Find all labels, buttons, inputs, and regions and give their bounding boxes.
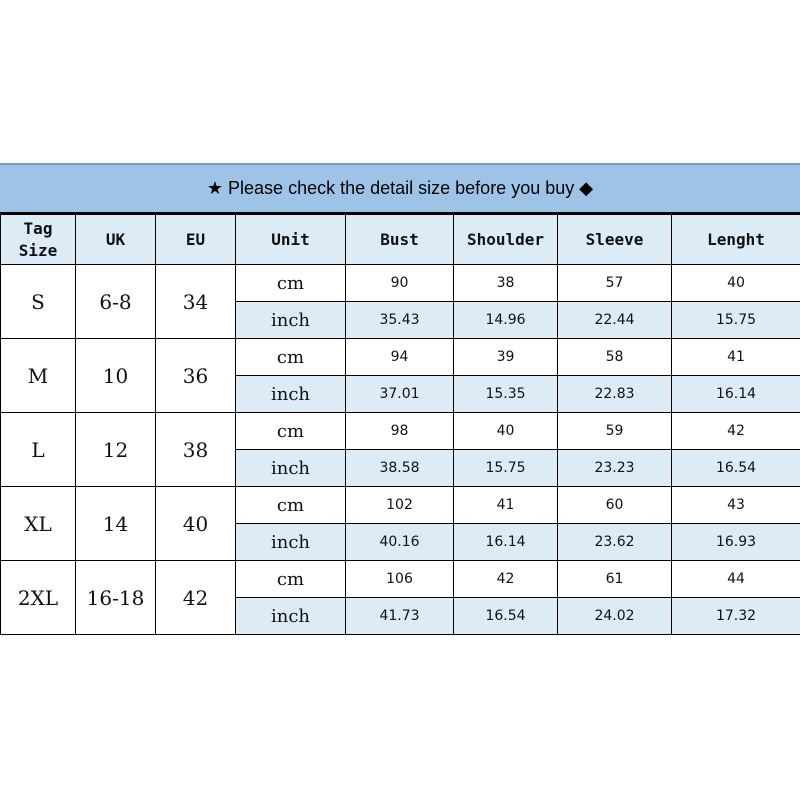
header-shoulder: Shoulder	[453, 214, 558, 265]
tag-size-cell: XL	[0, 486, 76, 561]
unit-cell: inch	[235, 523, 346, 561]
unit-cell: inch	[235, 375, 346, 413]
table-row-cm: S 6-8 34 cm 90 38 57 40	[0, 264, 800, 339]
eu-size-cell: 38	[155, 412, 236, 487]
header-sleeve: Sleeve	[557, 214, 672, 265]
header-bust: Bust	[345, 214, 454, 265]
table-row-cm: M 10 36 cm 94 39 58 41	[0, 338, 800, 413]
bust-cell: 38.58	[345, 449, 454, 487]
tag-size-cell: S	[0, 264, 76, 339]
size-table: Tag Size UK EU Unit Bust Shoulder Sleeve…	[0, 214, 800, 635]
sleeve-cell: 59	[557, 412, 672, 450]
bust-cell: 94	[345, 338, 454, 376]
bust-cell: 35.43	[345, 301, 454, 339]
length-cell: 40	[671, 264, 800, 302]
sleeve-cell: 58	[557, 338, 672, 376]
shoulder-cell: 39	[453, 338, 558, 376]
sleeve-cell: 60	[557, 486, 672, 524]
unit-cell: inch	[235, 597, 346, 635]
sleeve-cell: 22.83	[557, 375, 672, 413]
table-row-cm: L 12 38 cm 98 40 59 42	[0, 412, 800, 487]
shoulder-cell: 14.96	[453, 301, 558, 339]
shoulder-cell: 40	[453, 412, 558, 450]
shoulder-cell: 15.35	[453, 375, 558, 413]
uk-size-cell: 10	[75, 338, 156, 413]
shoulder-cell: 42	[453, 560, 558, 598]
bust-cell: 40.16	[345, 523, 454, 561]
table-row-inch: inch 38.58 15.75 23.23 16.54	[1, 449, 800, 487]
tag-size-cell: 2XL	[0, 560, 76, 635]
bust-cell: 41.73	[345, 597, 454, 635]
sleeve-cell: 57	[557, 264, 672, 302]
length-cell: 44	[671, 560, 800, 598]
length-cell: 17.32	[671, 597, 800, 635]
uk-size-cell: 14	[75, 486, 156, 561]
sleeve-cell: 23.23	[557, 449, 672, 487]
header-eu: EU	[155, 214, 236, 265]
table-row-inch: inch 35.43 14.96 22.44 15.75	[1, 301, 800, 339]
shoulder-cell: 16.14	[453, 523, 558, 561]
bust-cell: 37.01	[345, 375, 454, 413]
sleeve-cell: 61	[557, 560, 672, 598]
shoulder-cell: 15.75	[453, 449, 558, 487]
length-cell: 41	[671, 338, 800, 376]
length-cell: 42	[671, 412, 800, 450]
unit-cell: cm	[235, 560, 346, 598]
length-cell: 43	[671, 486, 800, 524]
length-cell: 16.14	[671, 375, 800, 413]
header-tag-size: Tag Size	[0, 214, 76, 265]
eu-size-cell: 34	[155, 264, 236, 339]
uk-size-cell: 16-18	[75, 560, 156, 635]
eu-size-cell: 42	[155, 560, 236, 635]
unit-cell: cm	[235, 412, 346, 450]
length-cell: 16.93	[671, 523, 800, 561]
header-uk: UK	[75, 214, 156, 265]
eu-size-cell: 40	[155, 486, 236, 561]
sleeve-cell: 24.02	[557, 597, 672, 635]
header-length: Lenght	[671, 214, 800, 265]
size-chart: ★ Please check the detail size before yo…	[0, 163, 800, 635]
unit-cell: cm	[235, 338, 346, 376]
unit-cell: inch	[235, 449, 346, 487]
uk-size-cell: 12	[75, 412, 156, 487]
table-row-cm: XL 14 40 cm 102 41 60 43	[0, 486, 800, 561]
unit-cell: cm	[235, 264, 346, 302]
bust-cell: 98	[345, 412, 454, 450]
table-row-cm: 2XL 16-18 42 cm 106 42 61 44	[0, 560, 800, 635]
tag-size-cell: L	[0, 412, 76, 487]
bust-cell: 90	[345, 264, 454, 302]
table-row-inch: inch 40.16 16.14 23.62 16.93	[1, 523, 800, 561]
uk-size-cell: 6-8	[75, 264, 156, 339]
tag-size-cell: M	[0, 338, 76, 413]
bust-cell: 106	[345, 560, 454, 598]
unit-cell: inch	[235, 301, 346, 339]
unit-cell: cm	[235, 486, 346, 524]
eu-size-cell: 36	[155, 338, 236, 413]
table-row-inch: inch 41.73 16.54 24.02 17.32	[1, 597, 800, 635]
header-unit: Unit	[235, 214, 346, 265]
length-cell: 15.75	[671, 301, 800, 339]
size-chart-title: ★ Please check the detail size before yo…	[0, 163, 800, 214]
length-cell: 16.54	[671, 449, 800, 487]
shoulder-cell: 38	[453, 264, 558, 302]
sleeve-cell: 22.44	[557, 301, 672, 339]
shoulder-cell: 41	[453, 486, 558, 524]
header-row: Tag Size UK EU Unit Bust Shoulder Sleeve…	[0, 214, 800, 265]
table-row-inch: inch 37.01 15.35 22.83 16.14	[1, 375, 800, 413]
bust-cell: 102	[345, 486, 454, 524]
shoulder-cell: 16.54	[453, 597, 558, 635]
sleeve-cell: 23.62	[557, 523, 672, 561]
